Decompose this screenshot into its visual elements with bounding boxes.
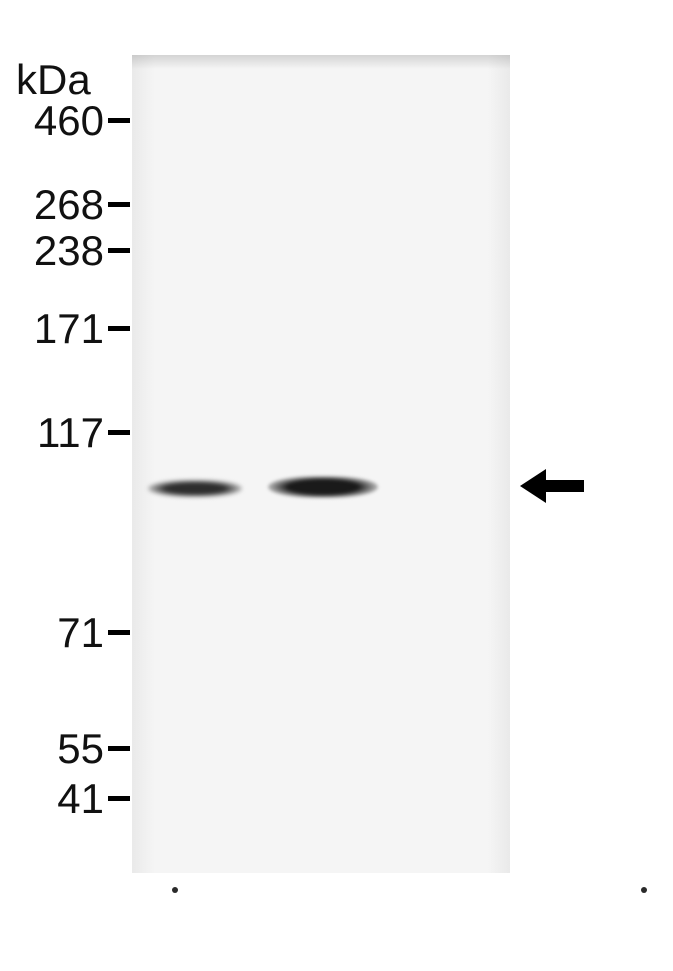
- mw-label: 117: [0, 409, 104, 457]
- decor-dot: [641, 887, 647, 893]
- mw-tick: [108, 248, 130, 253]
- mw-label: 71: [0, 609, 104, 657]
- mw-tick: [108, 630, 130, 635]
- mw-label: 171: [0, 305, 104, 353]
- blot-canvas: kDa 460268238171117715541: [0, 0, 673, 971]
- mw-tick: [108, 746, 130, 751]
- mw-tick: [108, 118, 130, 123]
- mw-tick: [108, 202, 130, 207]
- decor-dot: [172, 887, 178, 893]
- mw-label: 55: [0, 725, 104, 773]
- mw-label: 460: [0, 97, 104, 145]
- mw-tick: [108, 796, 130, 801]
- membrane-region: [132, 55, 510, 873]
- mw-label: 41: [0, 775, 104, 823]
- mw-tick: [108, 430, 130, 435]
- mw-label: 238: [0, 227, 104, 275]
- arrow-stem: [546, 480, 584, 492]
- band-indicator-arrow: [520, 469, 584, 503]
- protein-band: [148, 480, 242, 497]
- arrow-head-icon: [520, 469, 546, 503]
- mw-label: 268: [0, 181, 104, 229]
- mw-tick: [108, 326, 130, 331]
- protein-band: [268, 476, 378, 498]
